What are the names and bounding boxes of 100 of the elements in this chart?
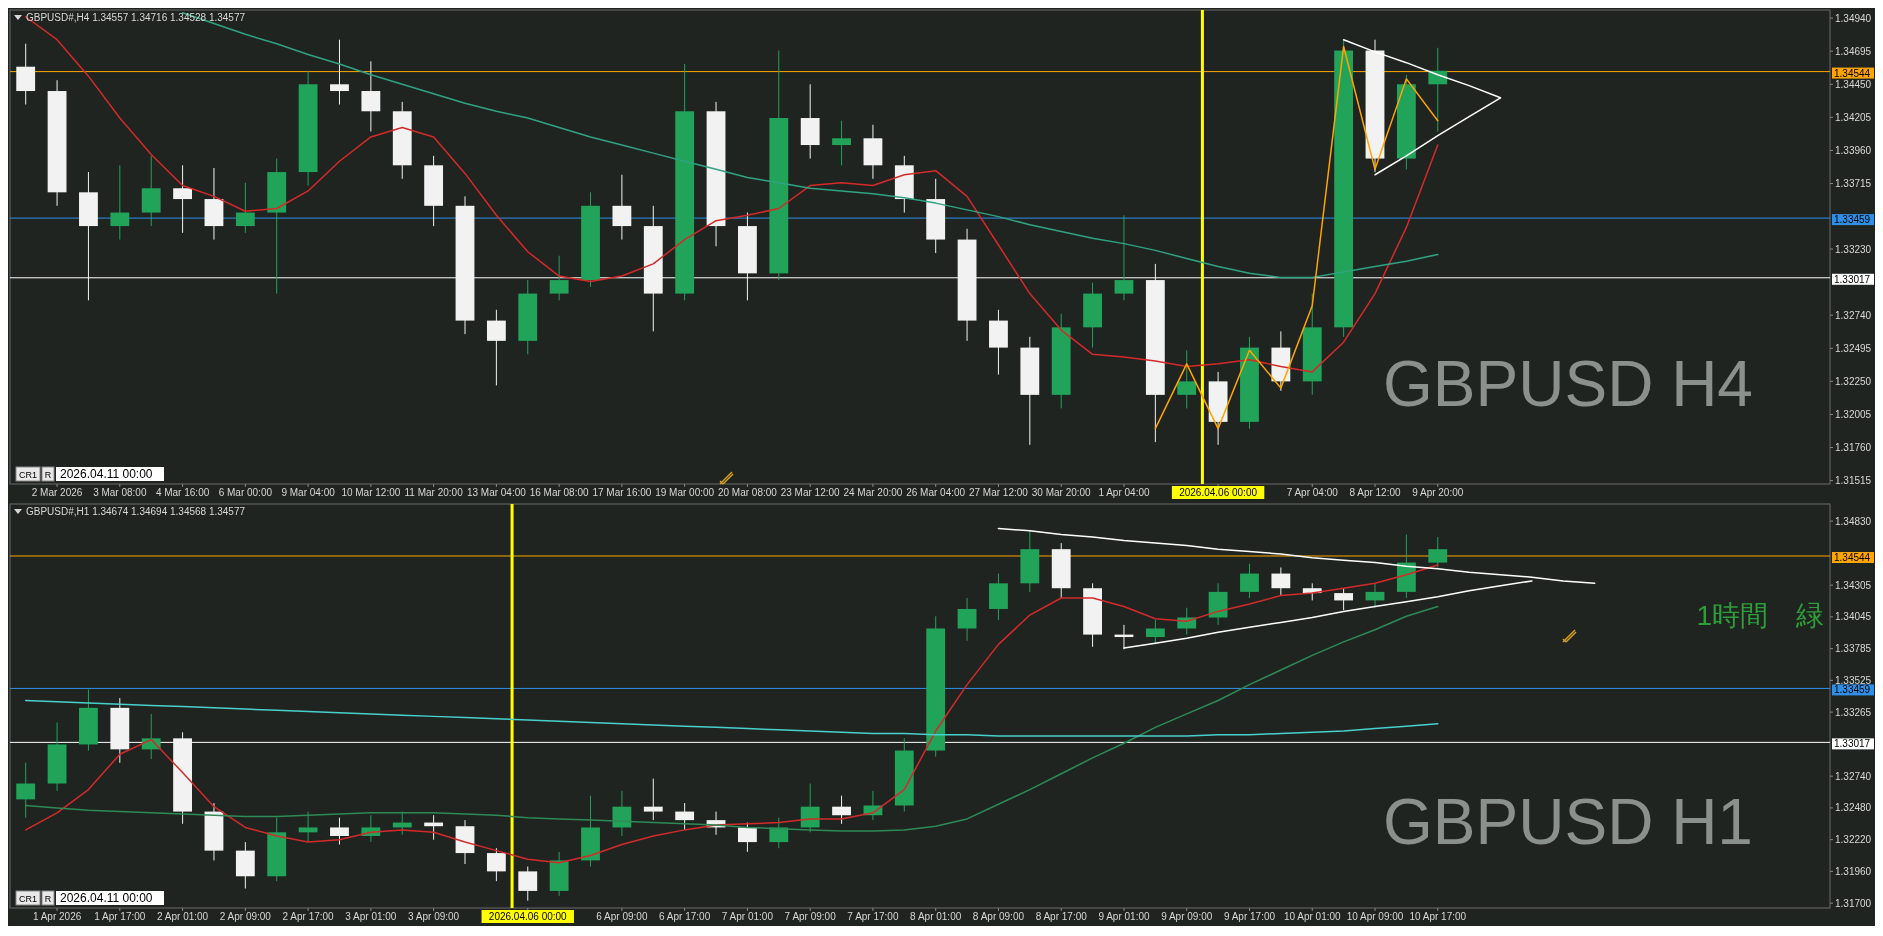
annotation: R: [44, 470, 52, 480]
annotation: CR1: [18, 470, 38, 480]
candlestick: [612, 790, 632, 837]
y-tick-label: 1.31960: [1835, 865, 1872, 877]
x-tick-label: 6 Apr 17:00: [659, 911, 711, 922]
x-tick-label: 2 Apr 01:00: [157, 911, 209, 922]
x-tick-label: 2026.04.06 00:00: [488, 911, 568, 922]
y-tick-label: 1.34450: [1835, 78, 1872, 90]
line-series: [24, 699, 1439, 737]
x-tick-label: 8 Apr 09:00: [972, 911, 1025, 922]
candlestick: [16, 762, 36, 819]
x-tick-label: 2 Apr 09:00: [219, 911, 272, 922]
y-tick-label: 1.33960: [1835, 144, 1872, 156]
candlestick: [769, 817, 789, 849]
annotation: 2026.04.11 00:00: [60, 891, 153, 905]
line-series: [997, 527, 1596, 585]
y-tick-label: 1.33715: [1835, 178, 1872, 190]
x-tick-label: 1 Apr 2026: [32, 911, 82, 922]
text: GBPUSD H4: [1383, 348, 1753, 421]
ref-line-label: 1.34544: [1834, 552, 1871, 563]
candlestick: [361, 60, 381, 133]
candlestick: [1271, 566, 1291, 597]
ref-line-label: 1.33017: [1834, 738, 1871, 750]
candlestick: [173, 164, 192, 234]
ref-line-label: 1.33459: [1834, 684, 1871, 696]
y-tick-label: 1.32250: [1835, 375, 1872, 387]
x-tick-label: 7 Apr 01:00: [721, 911, 774, 922]
line-series: [1123, 580, 1533, 649]
y-tick-label: 1.33265: [1835, 706, 1872, 718]
candlestick: [675, 802, 695, 831]
y-tick-label: 1.32480: [1835, 802, 1872, 814]
candlestick: [1145, 619, 1165, 645]
y-tick-label: 1.31760: [1835, 442, 1872, 454]
x-tick-label: 27 Mar 12:00: [968, 487, 1029, 498]
candlestick: [1114, 214, 1134, 301]
x-tick-label: 3 Apr 09:00: [408, 911, 460, 922]
x-tick-label: 30 Mar 20:00: [1031, 487, 1092, 498]
candlestick: [1428, 536, 1448, 568]
annotation: 1時間 緑: [1696, 600, 1824, 632]
candlestick: [738, 822, 757, 853]
candlestick: [832, 120, 851, 166]
x-tick-label: 7 Apr 17:00: [847, 911, 899, 922]
candlestick: [643, 778, 663, 821]
x-tick-label: 7 Apr 09:00: [784, 911, 837, 922]
candlestick: [612, 174, 632, 241]
ref-line-label: 1.33459: [1834, 214, 1871, 226]
x-tick-label: 9 Apr 01:00: [1098, 911, 1150, 922]
candlestick: [486, 847, 506, 882]
chart-title: GBPUSD#,H1 1.34674 1.34694 1.34568 1.34577: [26, 506, 246, 517]
y-tick-label: 1.34940: [1835, 12, 1872, 24]
y-tick-label: 1.32740: [1835, 309, 1872, 321]
x-tick-label: 8 Apr 12:00: [1349, 487, 1402, 498]
y-tick-label: 1.32220: [1835, 834, 1872, 846]
annotation: 2026.04.11 00:00: [60, 467, 153, 481]
annotation: R: [44, 894, 52, 904]
y-tick-label: 1.32005: [1835, 408, 1872, 420]
annotation: CR1: [18, 894, 38, 904]
y-tick-label: 1.33785: [1835, 643, 1872, 655]
x-tick-label: 2 Mar 2026: [31, 487, 83, 498]
x-tick-label: 17 Mar 16:00: [592, 487, 652, 498]
y-tick-label: 1.34695: [1835, 45, 1872, 57]
x-tick-label: 3 Mar 08:00: [93, 487, 147, 498]
y-tick-label: 1.31700: [1835, 897, 1872, 909]
x-tick-label: 8 Apr 01:00: [910, 911, 962, 922]
x-tick-label: 6 Mar 00:00: [218, 487, 273, 498]
ref-line-label: 1.34544: [1834, 67, 1871, 79]
x-tick-label: 7 Apr 04:00: [1286, 487, 1339, 498]
x-tick-label: 23 Mar 12:00: [780, 487, 841, 498]
candlestick: [486, 309, 506, 386]
x-tick-label: 1 Apr 17:00: [94, 911, 146, 922]
y-tick-label: 1.31515: [1835, 475, 1872, 487]
x-tick-label: 6 Apr 09:00: [596, 911, 648, 922]
y-tick-label: 1.34305: [1835, 579, 1872, 591]
x-tick-label: 10 Mar 12:00: [341, 487, 401, 498]
x-tick-label: 11 Mar 20:00: [404, 487, 464, 498]
candlestick: [1240, 563, 1259, 599]
candlestick: [1177, 349, 1197, 409]
x-tick-label: 9 Apr 20:00: [1412, 487, 1464, 498]
candlestick: [330, 817, 349, 846]
y-tick-label: 1.32495: [1835, 342, 1872, 354]
x-tick-label: 4 Mar 16:00: [155, 487, 210, 498]
candlestick: [957, 597, 977, 642]
x-tick-label: 24 Mar 20:00: [843, 487, 903, 498]
text: GBPUSD H1: [1383, 786, 1753, 859]
x-tick-label: 2026.04.06 00:00: [1179, 487, 1258, 498]
x-tick-label: 9 Apr 09:00: [1161, 911, 1213, 922]
y-tick-label: 1.33525: [1835, 674, 1872, 686]
y-tick-label: 1.34045: [1835, 611, 1872, 623]
candlestick: [235, 182, 255, 234]
x-tick-label: 10 Apr 09:00: [1346, 911, 1404, 922]
candlestick: [110, 164, 130, 241]
y-tick-label: 1.34205: [1835, 111, 1872, 123]
x-tick-label: 8 Apr 17:00: [1035, 911, 1088, 922]
x-tick-label: 19 Mar 00:00: [655, 487, 715, 498]
y-tick-label: 1.34830: [1835, 515, 1872, 527]
x-tick-label: 9 Mar 04:00: [281, 487, 336, 498]
x-tick-label: 13 Mar 04:00: [466, 487, 527, 498]
x-tick-label: 16 Mar 08:00: [529, 487, 590, 498]
y-tick-label: 1.33230: [1835, 243, 1872, 255]
x-tick-label: 1 Apr 04:00: [1098, 487, 1150, 498]
